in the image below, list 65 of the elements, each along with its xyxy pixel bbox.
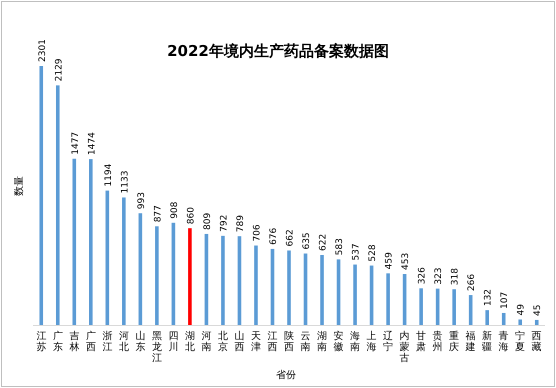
data-label: 49 xyxy=(516,304,527,316)
x-tick-label: 新疆 xyxy=(482,330,492,353)
x-tick-label: 安徽 xyxy=(334,330,344,353)
x-tick-label: 辽宁 xyxy=(383,330,394,353)
x-tick-label: 上海 xyxy=(366,330,377,353)
data-label: 622 xyxy=(318,234,329,251)
x-tick-label: 天津 xyxy=(250,331,261,353)
y-axis-title: 数量 xyxy=(14,176,25,196)
data-label: 323 xyxy=(434,267,444,285)
data-label: 453 xyxy=(401,252,412,270)
x-tick-label: 陕西 xyxy=(284,330,294,353)
x-tick-label: 广西 xyxy=(86,330,96,353)
x-tick-label: 宁夏 xyxy=(515,330,526,353)
x-tick-label: 湖南 xyxy=(317,330,328,353)
data-label: 528 xyxy=(368,244,378,262)
data-label: 1194 xyxy=(104,163,114,187)
data-label: 662 xyxy=(286,229,296,246)
data-label: 1133 xyxy=(120,170,130,194)
x-tick-label: 海南 xyxy=(350,330,360,353)
data-label: 877 xyxy=(153,205,164,222)
x-tick-label: 江苏 xyxy=(36,330,46,353)
x-tick-label: 浙江 xyxy=(102,330,112,353)
x-tick-label: 吉林 xyxy=(68,330,80,353)
data-label: 459 xyxy=(384,252,395,270)
data-label: 789 xyxy=(236,214,246,232)
data-label: 1474 xyxy=(87,132,98,156)
x-tick-label: 山东 xyxy=(135,330,146,353)
data-label: 635 xyxy=(302,232,312,250)
data-label: 266 xyxy=(467,274,478,292)
x-tick-label: 黑龙江 xyxy=(152,331,162,364)
data-label: 809 xyxy=(202,212,213,230)
x-tick-label: 西藏 xyxy=(532,331,542,353)
data-label: 537 xyxy=(352,243,362,261)
x-tick-label: 山西 xyxy=(234,330,244,353)
data-label: 860 xyxy=(186,206,196,224)
data-label: 676 xyxy=(268,227,279,245)
x-tick-label: 江西 xyxy=(267,330,278,353)
data-label: 1477 xyxy=(70,132,81,155)
data-label: 2129 xyxy=(54,58,64,82)
x-tick-label: 福建 xyxy=(464,330,476,353)
data-label: 2301 xyxy=(38,39,48,62)
x-axis-title: 省份 xyxy=(276,369,296,381)
x-tick-label: 甘肃 xyxy=(416,330,426,353)
x-tick-label: 湖北 xyxy=(184,330,195,353)
data-label: 132 xyxy=(484,288,494,306)
x-tick-label: 北京 xyxy=(218,330,228,353)
x-tick-label: 青海 xyxy=(498,330,509,353)
data-label: 45 xyxy=(533,304,544,316)
data-label: 908 xyxy=(170,201,180,219)
data-label: 706 xyxy=(252,224,262,242)
x-tick-label: 云南 xyxy=(300,331,311,353)
x-tick-label: 内蒙古 xyxy=(400,330,410,364)
x-tick-label: 贵州 xyxy=(432,330,443,353)
data-label: 792 xyxy=(219,214,230,232)
data-label: 993 xyxy=(136,192,147,210)
data-label: 326 xyxy=(418,266,428,284)
x-tick-label: 四川 xyxy=(168,331,178,353)
data-label: 318 xyxy=(450,268,461,286)
x-tick-label: 河北 xyxy=(118,330,129,353)
data-label: 583 xyxy=(335,238,346,256)
chart-title: 2022年境内生产药品备案数据图 xyxy=(167,42,389,60)
x-tick-label: 重庆 xyxy=(449,330,460,353)
x-tick-label: 河南 xyxy=(201,330,212,353)
x-tick-label: 广东 xyxy=(52,330,63,353)
data-label: 107 xyxy=(500,292,510,309)
